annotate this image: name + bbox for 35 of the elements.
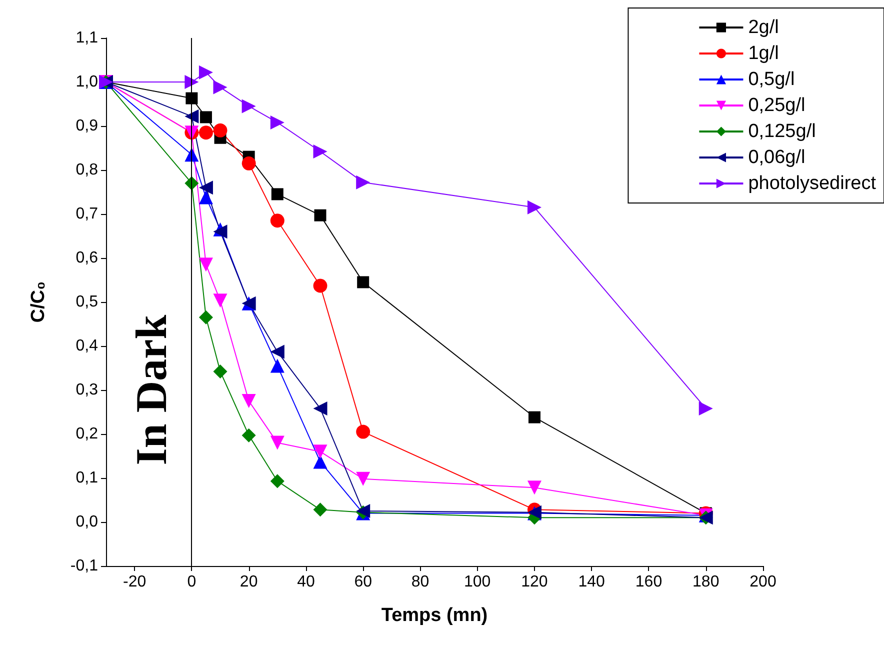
y-tick-label: 0,0 bbox=[76, 514, 98, 530]
x-tick-label: 180 bbox=[692, 574, 720, 590]
x-tick-label: 20 bbox=[240, 574, 258, 590]
x-tick-label: 60 bbox=[354, 574, 372, 590]
x-tick-label: 0 bbox=[187, 574, 196, 590]
y-tick-label: 0,5 bbox=[76, 294, 98, 310]
y-tick-label: 0,7 bbox=[76, 206, 98, 222]
y-tick-label: 0,8 bbox=[76, 162, 98, 178]
legend-label: 0,125g/l bbox=[748, 121, 816, 142]
legend-label: 1g/l bbox=[748, 43, 779, 64]
x-tick-label: 80 bbox=[411, 574, 430, 590]
x-tick-label: 160 bbox=[635, 574, 662, 590]
y-tick-label: 0,6 bbox=[76, 250, 98, 266]
y-tick-label: 0,3 bbox=[76, 382, 98, 398]
x-tick-label: 40 bbox=[297, 574, 315, 590]
y-tick-label: -0,1 bbox=[70, 558, 98, 574]
x-tick-label: 100 bbox=[464, 574, 491, 590]
legend-label: 0,5g/l bbox=[748, 69, 795, 90]
y-tick-label: 1,0 bbox=[76, 74, 98, 90]
legend-label: 0,25g/l bbox=[748, 95, 806, 116]
y-tick-label: 1,1 bbox=[76, 30, 98, 46]
legend-label: 2g/l bbox=[748, 17, 779, 38]
legend-label: 0,06g/l bbox=[748, 147, 806, 168]
x-tick-label: 120 bbox=[521, 574, 548, 590]
x-axis-title: Temps (mn) bbox=[381, 605, 488, 626]
x-tick-label: 140 bbox=[578, 574, 606, 590]
y-tick-label: 0,1 bbox=[76, 470, 98, 486]
x-tick-label: 200 bbox=[750, 574, 776, 590]
x-tick-label: -20 bbox=[123, 574, 146, 590]
y-tick-label: 0,9 bbox=[76, 118, 98, 134]
y-tick-label: 0,2 bbox=[76, 426, 98, 442]
ref-line-label: In Dark bbox=[127, 314, 176, 466]
legend-label: photolysedirect bbox=[748, 173, 877, 194]
y-axis-title: C/C₀ bbox=[28, 281, 49, 323]
y-tick-label: 0,4 bbox=[76, 338, 98, 354]
